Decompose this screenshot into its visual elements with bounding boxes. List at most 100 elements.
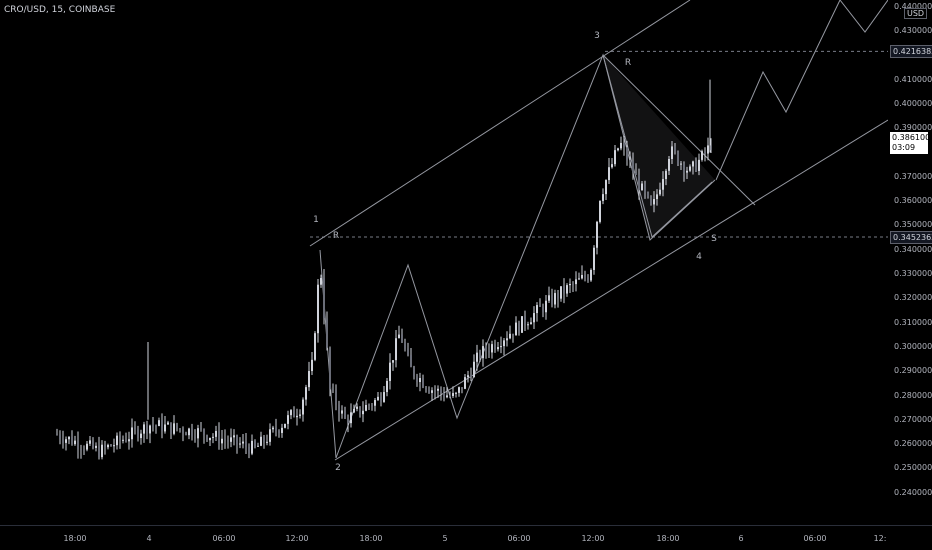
candle-body xyxy=(299,414,301,416)
price-tick-label: 0.37000000 xyxy=(894,171,932,181)
candle-body xyxy=(362,410,364,415)
candle-body xyxy=(659,189,661,195)
candle-body xyxy=(236,435,238,445)
channel-lower-line xyxy=(334,119,888,461)
candle-body xyxy=(287,415,289,424)
candle-body xyxy=(626,147,628,161)
time-tick-label: 18:00 xyxy=(63,534,87,543)
candle-body xyxy=(482,346,484,359)
candle-body xyxy=(587,277,589,281)
candle-body xyxy=(140,433,142,439)
candle-body xyxy=(560,286,562,299)
candle-body xyxy=(224,438,226,441)
candle-body xyxy=(437,388,439,391)
candle-body xyxy=(602,194,604,201)
wedge-upper-line xyxy=(602,54,756,206)
time-tick-label: 12: xyxy=(873,534,887,543)
candle-body xyxy=(284,423,286,428)
candle-body xyxy=(104,444,106,448)
candle-body xyxy=(575,279,577,285)
candle-body xyxy=(347,418,349,424)
candle-body xyxy=(671,146,673,159)
candle-body xyxy=(257,445,259,447)
candle-body xyxy=(305,387,307,400)
candle-body xyxy=(563,286,565,294)
candle-body xyxy=(449,395,451,397)
candle-body xyxy=(89,440,91,444)
candle-body xyxy=(371,405,373,407)
channel-upper-line xyxy=(309,0,691,247)
price-tick-label: 0.25000000 xyxy=(894,463,932,473)
candle-body xyxy=(137,429,139,439)
candle-body xyxy=(167,422,169,425)
candle-body xyxy=(239,443,241,445)
price-chart[interactable] xyxy=(0,0,888,525)
candle-body xyxy=(416,376,418,383)
time-scale[interactable]: 18:00 4 06:00 12:00 18:00 5 06:00 12:00 18:00 6 06… xyxy=(0,525,888,550)
candle-body xyxy=(443,392,445,398)
candle-body xyxy=(350,412,352,424)
time-tick-label: 06:00 xyxy=(507,534,531,543)
candle-body xyxy=(662,179,664,190)
candle-body xyxy=(281,427,283,433)
candle-body xyxy=(536,305,538,314)
candle-body xyxy=(266,441,268,443)
symbol-title: CRO/USD, 15, COINBASE xyxy=(4,5,116,15)
candle-body xyxy=(692,161,694,167)
wave-label-1: 1 xyxy=(313,215,319,225)
candle-body xyxy=(653,199,655,205)
candle-body xyxy=(413,367,415,377)
price-tick-label: 0.26000000 xyxy=(894,439,932,449)
candle-body xyxy=(389,362,391,381)
candle-body xyxy=(254,440,256,447)
candle-body xyxy=(164,424,166,432)
candle-body xyxy=(77,440,79,450)
candle-body xyxy=(425,387,427,390)
candle-body xyxy=(269,429,271,442)
candle-body xyxy=(161,420,163,432)
candle-body xyxy=(320,277,322,285)
candle-body xyxy=(143,424,145,434)
candle-body xyxy=(599,200,601,222)
candle-body xyxy=(515,322,517,336)
candle-body xyxy=(302,399,304,415)
candle-body xyxy=(509,333,511,339)
candle-body xyxy=(392,360,394,363)
price-tick-label: 0.29000000 xyxy=(894,366,932,376)
candle-body xyxy=(566,285,568,294)
candle-body xyxy=(431,390,433,393)
currency-label[interactable]: USD xyxy=(904,8,928,19)
price-tick-label: 0.41000000 xyxy=(894,74,932,84)
candle-body xyxy=(506,338,508,341)
candle-body xyxy=(677,151,679,165)
price-tick-label: 0.36000000 xyxy=(894,196,932,206)
candle-body xyxy=(554,293,556,305)
candle-body xyxy=(455,392,457,394)
candle-body xyxy=(131,427,133,440)
candle-body xyxy=(194,436,196,439)
candle-body xyxy=(407,348,409,355)
time-tick-label: 6 xyxy=(738,534,744,543)
current-price-value: 0.38610000 xyxy=(892,132,932,142)
wave-leg-line xyxy=(319,249,337,459)
candle-body xyxy=(116,435,118,446)
candle-body xyxy=(221,438,223,444)
chart-pane[interactable] xyxy=(0,0,888,525)
candle-body xyxy=(707,145,709,154)
candle-body xyxy=(458,387,460,393)
candle-body xyxy=(170,422,172,434)
candle-body xyxy=(377,396,379,401)
candle-body xyxy=(689,166,691,171)
candle-body xyxy=(290,410,292,416)
candle-body xyxy=(110,444,112,447)
candle-body xyxy=(185,433,187,436)
candle-body xyxy=(467,375,469,378)
candle-body xyxy=(440,388,442,393)
candle-body xyxy=(491,344,493,353)
price-tick-label: 0.28000000 xyxy=(894,390,932,400)
price-scale[interactable]: 0.44000000 0.43000000 0.41000000 0.40000000… xyxy=(888,0,932,525)
candle-body xyxy=(551,295,553,305)
candle-body xyxy=(665,170,667,180)
candle-body xyxy=(527,324,529,326)
candle-body xyxy=(479,352,481,359)
